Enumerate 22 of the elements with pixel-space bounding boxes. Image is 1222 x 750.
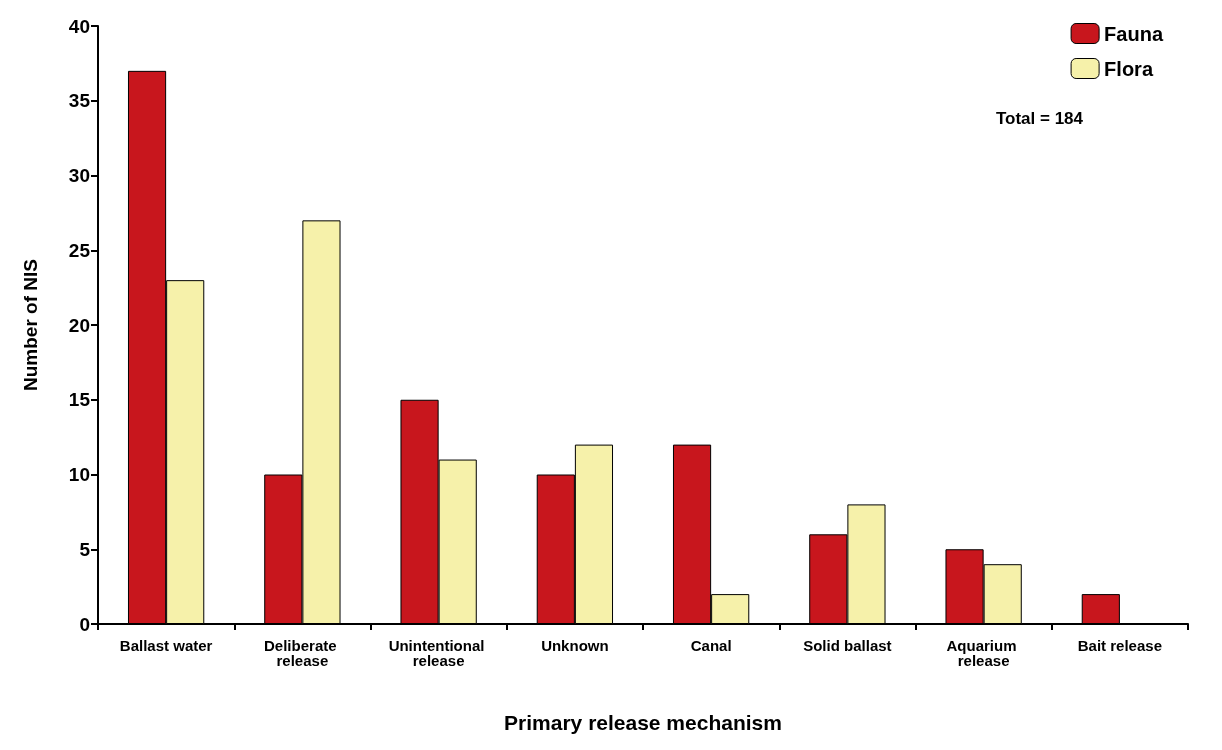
y-axis-title: Number of NIS xyxy=(20,259,41,391)
y-tick-label: 35 xyxy=(68,90,91,112)
x-tick-label: Unknown xyxy=(541,637,609,654)
x-tick-label: Deliberate release xyxy=(264,637,341,669)
x-tick-label: Solid ballast xyxy=(803,637,892,654)
x-tick-label: Aquarium release xyxy=(946,637,1021,669)
y-tick-label: 5 xyxy=(79,538,91,560)
y-tick-label: 25 xyxy=(68,239,91,261)
y-tick-label: 30 xyxy=(68,165,90,186)
x-tick-label: Canal xyxy=(690,637,732,654)
legend-label: Flora xyxy=(1104,57,1154,80)
y-tick-label: 0 xyxy=(79,613,90,635)
x-tick-label: Bait release xyxy=(1077,637,1162,654)
x-tick-label: Unintentional release xyxy=(388,637,489,669)
annotation: Total = 184 xyxy=(995,109,1084,128)
y-tick-label: 15 xyxy=(68,389,91,411)
y-tick-label: 20 xyxy=(68,314,90,336)
x-axis-title: Primary release mechanism xyxy=(504,711,782,734)
x-tick-label: Ballast water xyxy=(119,637,213,654)
y-tick-label: 40 xyxy=(68,15,90,37)
y-tick-label: 10 xyxy=(68,464,90,485)
legend-label: Fauna xyxy=(1104,22,1164,45)
